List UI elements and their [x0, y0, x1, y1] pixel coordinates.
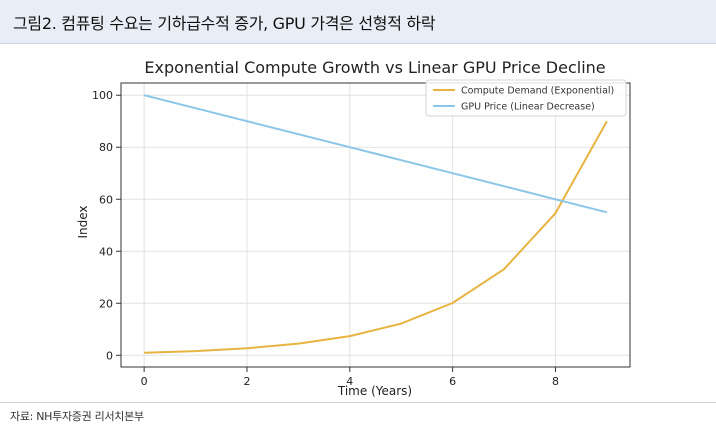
plot-frame	[120, 82, 631, 368]
chart-container: Exponential Compute Growth vs Linear GPU…	[0, 44, 716, 402]
legend-box	[425, 79, 627, 117]
y-tick-label: 40	[99, 245, 113, 258]
source-note: 자료: NH투자증권 리서치본부	[10, 410, 144, 423]
chart-title: Exponential Compute Growth vs Linear GPU…	[144, 58, 605, 77]
x-tick-label: 0	[141, 375, 148, 388]
y-tick-label: 20	[99, 297, 113, 310]
figure-title: 그림2. 컴퓨팅 수요는 기하급수적 증가, GPU 가격은 선형적 하락	[13, 13, 436, 33]
y-tick-label: 60	[99, 193, 113, 206]
chart-legend: Compute Demand (Exponential) GPU Price (…	[425, 79, 627, 117]
y-axis-label: Index	[76, 205, 90, 238]
compute-demand-line	[144, 120, 608, 354]
y-tick-label: 100	[92, 89, 113, 102]
legend-label-demand: Compute Demand (Exponential)	[461, 86, 614, 97]
y-tick-label: 80	[99, 141, 113, 154]
x-tick-label: 2	[243, 375, 250, 388]
figure-header: 그림2. 컴퓨팅 수요는 기하급수적 증가, GPU 가격은 선형적 하락	[0, 0, 716, 44]
y-tick-label: 0	[106, 349, 113, 362]
x-tick-label: 8	[552, 375, 559, 388]
legend-label-price: GPU Price (Linear Decrease)	[461, 102, 595, 113]
grid-lines	[121, 83, 630, 367]
footer-divider	[0, 402, 716, 403]
series-lines	[143, 94, 608, 354]
x-tick-label: 6	[449, 375, 456, 388]
x-axis-label: Time (Years)	[337, 384, 412, 398]
x-tick-label: 4	[346, 375, 353, 388]
gpu-price-line	[143, 94, 608, 214]
line-chart: Exponential Compute Growth vs Linear GPU…	[76, 58, 631, 398]
